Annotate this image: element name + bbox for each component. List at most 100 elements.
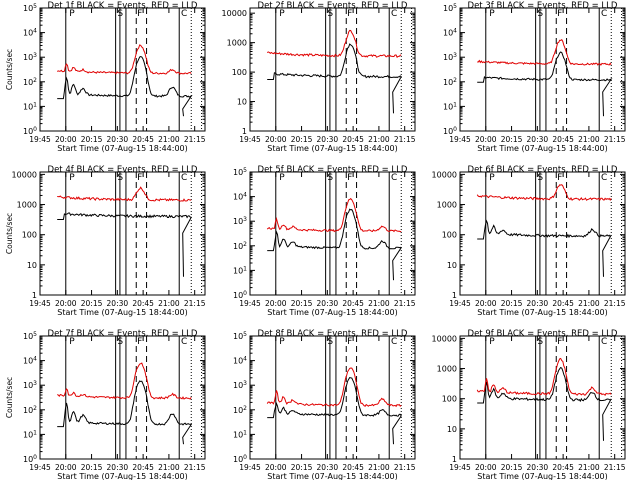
y-tick-label: 10 [237, 98, 247, 107]
x-tick-label: 19:45 [239, 135, 261, 144]
y-tick-label: 1000 [17, 201, 37, 210]
marker-letter: C [601, 173, 607, 183]
marker-letter: F [137, 173, 142, 183]
y-tick-label: 102 [23, 405, 37, 415]
x-tick-label: 21:15 [184, 299, 206, 308]
x-axis-label: Start Time (07-Aug-15 18:44:00) [57, 308, 188, 317]
x-tick-label: 20:15 [291, 135, 313, 144]
marker-letter: S [327, 173, 333, 183]
x-tick-label: 19:45 [29, 135, 51, 144]
y-tick-label: 103 [23, 52, 37, 62]
x-tick-label: 21:15 [394, 463, 416, 472]
x-tick-label: 20:45 [552, 299, 574, 308]
y-tick-label: 104 [443, 28, 457, 38]
marker-letter: F [347, 9, 352, 19]
y-tick-label: 103 [443, 52, 457, 62]
series-group [476, 184, 612, 277]
x-tick-label: 21:15 [604, 299, 626, 308]
x-tick-label: 20:00 [265, 463, 287, 472]
x-tick-label: 19:45 [449, 135, 471, 144]
x-tick-label: 20:45 [552, 463, 574, 472]
x-tick-label: 20:15 [81, 463, 103, 472]
plot-frame [249, 7, 416, 132]
x-axis-label: Start Time (07-Aug-15 18:44:00) [57, 472, 188, 480]
y-tick-label: 100 [233, 454, 247, 464]
x-axis-label: Start Time (07-Aug-15 18:44:00) [267, 144, 398, 153]
x-tick-label: 19:45 [239, 299, 261, 308]
x-tick-label: 20:30 [317, 463, 339, 472]
y-tick-label: 10000 [12, 170, 37, 179]
y-tick-label: 10000 [432, 334, 457, 343]
x-tick-label: 20:15 [501, 299, 523, 308]
x-tick-label: 19:45 [449, 299, 471, 308]
y-tick-label: 102 [233, 405, 247, 415]
marker-letter: C [601, 337, 607, 347]
y-tick-label: 100 [233, 290, 247, 300]
y-tick-label: 10 [27, 261, 37, 270]
x-tick-label: 21:15 [604, 135, 626, 144]
series-group [266, 29, 402, 114]
series-lld-line [56, 44, 192, 76]
panel-title: Det 8f BLACK = Events, RED = LLD [258, 329, 408, 339]
y-tick-label: 101 [233, 265, 247, 275]
marker-letter: S [537, 173, 543, 183]
x-tick-label: 20:15 [81, 299, 103, 308]
y-tick-label: 1 [32, 291, 37, 300]
x-tick-label: 20:45 [132, 135, 154, 144]
series-events-line [267, 43, 402, 114]
y-tick-label: 103 [233, 380, 247, 390]
series-events-line [57, 55, 193, 117]
marker-letter: C [601, 9, 607, 19]
series-events-line [477, 366, 612, 441]
x-tick-label: 20:15 [501, 135, 523, 144]
plot-frame [249, 335, 416, 460]
x-tick-label: 20:45 [552, 135, 574, 144]
plot-frame [459, 335, 626, 460]
panel-title: Det 7f BLACK = Events, RED = LLD [48, 329, 198, 339]
y-tick-label: 104 [23, 28, 37, 38]
y-tick-label: 103 [233, 216, 247, 226]
y-tick-label: 101 [443, 101, 457, 111]
y-tick-label: 1000 [437, 201, 457, 210]
marker-letter: S [537, 9, 543, 19]
marker-letter: F [347, 337, 352, 347]
marker-letter: P [279, 173, 285, 183]
x-tick-label: 21:00 [158, 135, 180, 144]
x-tick-label: 21:15 [604, 463, 626, 472]
y-tick-label: 103 [23, 380, 37, 390]
x-tick-label: 21:15 [184, 463, 206, 472]
x-tick-label: 19:45 [29, 299, 51, 308]
marker-letter: S [117, 9, 123, 19]
marker-letter: S [327, 337, 333, 347]
series-events-line [57, 212, 192, 277]
x-tick-label: 20:30 [317, 299, 339, 308]
series-lld-line [57, 186, 192, 202]
x-tick-label: 20:30 [107, 135, 129, 144]
panel-title: Det 9f BLACK = Events, RED = LLD [468, 329, 618, 339]
x-axis-label: Start Time (07-Aug-15 18:44:00) [477, 144, 608, 153]
x-tick-label: 20:45 [342, 135, 364, 144]
marker-letter: C [391, 337, 397, 347]
y-tick-label: 10 [447, 425, 457, 434]
x-axis-label: Start Time (07-Aug-15 18:44:00) [477, 472, 608, 480]
series-lld-line [266, 367, 402, 408]
y-tick-label: 10000 [432, 170, 457, 179]
y-tick-label: 1 [242, 127, 247, 136]
y-tick-label: 10 [447, 261, 457, 270]
y-tick-label: 105 [233, 167, 247, 177]
series-events-line [57, 380, 193, 445]
y-tick-label: 105 [23, 331, 37, 341]
y-tick-label: 102 [443, 77, 457, 87]
marker-letter: F [557, 9, 562, 19]
series-lld-line [477, 38, 612, 66]
y-tick-label: 100 [23, 126, 37, 136]
y-tick-label: 100 [232, 68, 247, 77]
x-tick-label: 20:00 [55, 299, 77, 308]
y-tick-label: 105 [23, 3, 37, 13]
